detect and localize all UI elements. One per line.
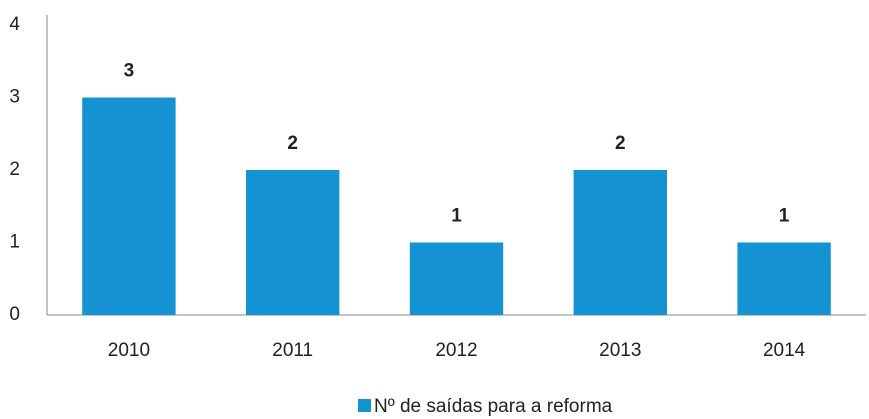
x-tick-label: 2013 [599, 340, 641, 361]
bar [409, 242, 504, 315]
legend-swatch [358, 399, 371, 412]
y-tick-label: 2 [9, 159, 20, 180]
bar [82, 97, 176, 315]
y-tick-label: 1 [9, 232, 20, 253]
x-tick-label: 2012 [435, 340, 477, 361]
bar [737, 242, 831, 315]
y-tick-label: 3 [9, 87, 20, 108]
y-tick-label: 0 [9, 304, 20, 325]
x-tick-label: 2010 [108, 340, 150, 361]
x-tick-label: 2011 [272, 340, 313, 361]
data-label: 3 [124, 61, 135, 82]
data-label: 2 [615, 133, 626, 154]
data-label: 1 [451, 206, 462, 227]
x-tick-label: 2014 [763, 340, 806, 361]
legend-label: Nº de saídas para a reforma [374, 396, 613, 417]
data-label: 1 [779, 206, 790, 227]
bar [246, 170, 340, 315]
bar [573, 170, 667, 315]
y-tick-label: 4 [9, 14, 20, 35]
data-label: 2 [287, 133, 298, 154]
